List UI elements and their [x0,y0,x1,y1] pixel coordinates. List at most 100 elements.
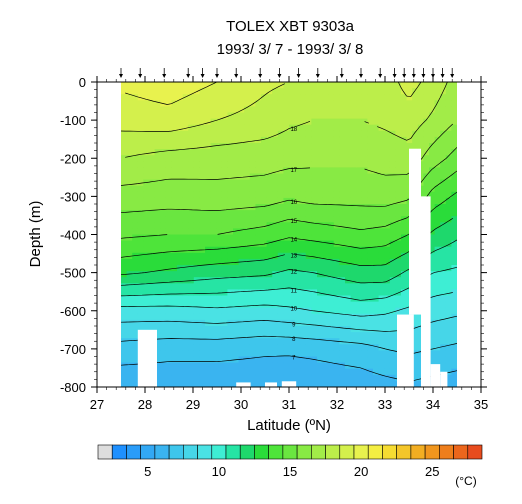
field-cell [165,222,172,229]
colorbar-swatch [453,444,469,460]
field-cell [244,100,251,107]
field-cell [356,197,363,205]
field-cell [328,118,335,126]
field-cell [126,350,133,358]
field-cell [361,246,368,254]
field-cell [350,185,357,193]
field-cell [171,271,178,278]
field-cell [132,368,139,376]
field-cell [417,380,424,387]
field-cell [261,100,268,107]
field-cell [165,204,172,211]
field-cell [395,124,402,132]
field-cell [154,179,161,187]
field-cell [339,289,346,297]
field-cell [345,289,352,297]
field-cell [373,307,380,315]
field-cell [378,258,385,266]
field-cell [417,326,424,333]
field-cell [277,234,284,242]
field-cell [317,374,324,382]
field-cell [367,374,374,382]
colorbar-swatch [225,444,241,460]
field-cell [395,161,402,168]
x-tick-label: 32 [330,397,344,412]
field-cell [440,155,447,162]
field-cell [154,380,161,387]
field-cell [216,368,223,376]
field-cell [137,130,144,138]
field-cell [137,204,144,211]
field-cell [210,307,217,315]
field-cell [143,106,150,114]
field-cell [440,289,447,297]
field-cell [137,112,144,120]
field-cell [266,252,273,260]
field-cell [238,222,245,229]
field-cell [193,161,200,168]
field-cell [249,368,256,376]
field-cell [261,246,268,254]
field-cell [333,124,340,132]
field-cell [249,301,256,309]
field-cell [367,283,374,290]
field-cell [395,210,402,217]
field-cell [339,88,346,95]
field-cell [199,118,206,126]
field-cell [440,204,447,211]
field-cell [266,106,273,114]
field-cell [261,179,268,187]
field-cell [367,82,374,89]
field-cell [249,82,256,89]
field-cell [261,216,268,223]
field-cell [311,332,318,339]
field-cell [277,277,284,284]
field-cell [311,380,318,387]
field-cell [367,301,374,309]
field-cell [182,197,189,205]
field-cell [126,362,133,370]
field-cell [317,307,324,315]
field-cell [417,332,424,339]
field-cell [154,118,161,126]
field-cell [373,301,380,309]
field-cell [121,344,128,351]
field-cell [445,380,452,387]
field-cell [440,161,447,168]
field-cell [305,326,312,333]
field-cell [261,167,268,175]
field-cell [384,179,391,187]
field-cell [233,295,240,303]
field-cell [339,191,346,199]
field-cell [261,82,268,89]
field-cell [367,246,374,254]
field-cell [171,82,178,89]
field-cell [182,344,189,351]
field-cell [266,326,273,333]
field-cell [143,246,150,254]
field-cell [317,167,324,175]
field-cell [160,332,167,339]
field-cell [272,222,279,229]
field-cell [317,338,324,345]
field-cell [417,368,424,376]
field-cell [328,136,335,144]
field-cell [423,185,430,193]
field-cell [121,380,128,387]
station-arrow-head [119,74,123,78]
field-cell [193,295,200,303]
field-cell [182,362,189,370]
field-cell [328,124,335,132]
field-cell [171,155,178,162]
field-cell [171,338,178,345]
field-cell [132,167,139,175]
field-cell [356,94,363,101]
field-cell [440,191,447,199]
field-cell [328,258,335,266]
field-cell [233,338,240,345]
field-cell [272,130,279,138]
field-cell [121,100,128,107]
field-cell [361,210,368,217]
station-arrow-head [411,74,416,78]
field-cell [328,82,335,89]
